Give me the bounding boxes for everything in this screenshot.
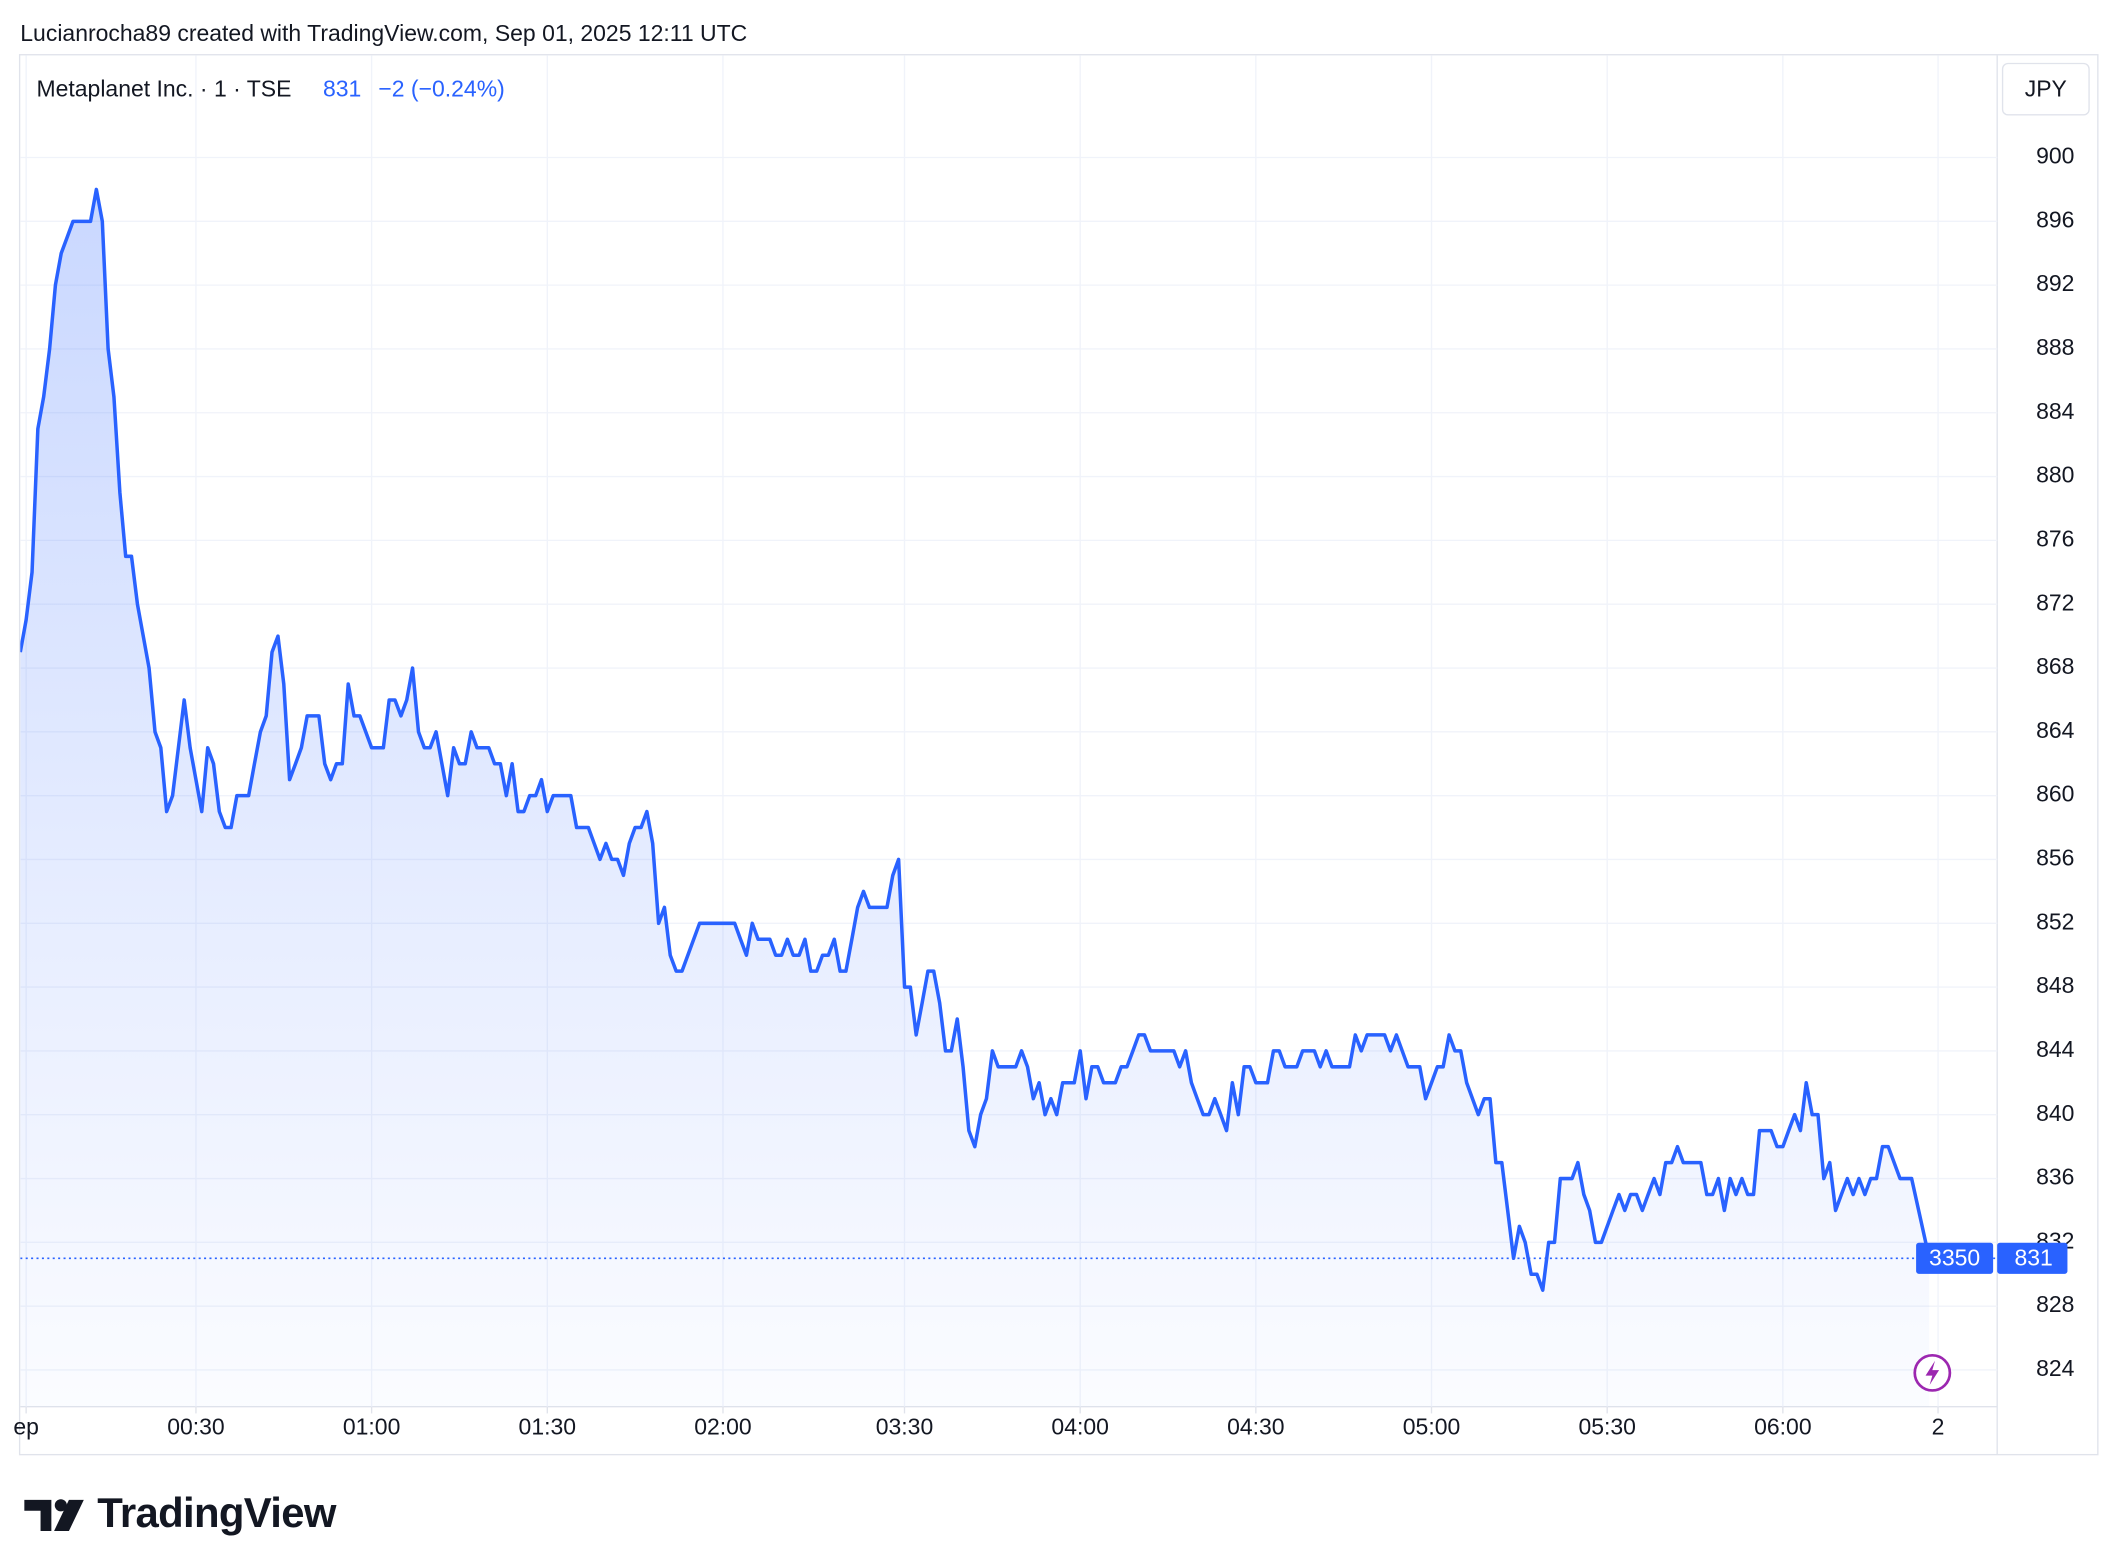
logo-slash (54, 1499, 84, 1531)
y-tick-label: 884 (2036, 398, 2075, 424)
logo-dot (54, 1499, 67, 1512)
plot (20, 187, 1998, 1407)
y-tick-label: 880 (2036, 462, 2074, 488)
logo-bar (24, 1499, 52, 1531)
x-tick-label: 02:00 (694, 1413, 751, 1439)
y-tick-label: 860 (2036, 781, 2074, 807)
change: −2 (−0.24%) (378, 76, 504, 102)
x-tick-label: 05:00 (1403, 1413, 1460, 1439)
legend: Metaplanet Inc. · 1 · TSE 831 −2 (−0.24%… (37, 76, 505, 102)
lightning-icon[interactable] (1913, 1353, 1952, 1392)
badges: 3350 831 (1916, 1242, 2068, 1274)
price-badge-box (1997, 1242, 2068, 1274)
y-tick-label: 888 (2036, 334, 2074, 360)
x-tick-label: 06:00 (1754, 1413, 1811, 1439)
brand: TradingView (97, 1489, 337, 1536)
x-tick-label: 01:00 (343, 1413, 400, 1439)
y-tick-label: 900 (2036, 143, 2074, 169)
volume-badge-box (1916, 1242, 1994, 1274)
x-tick-label: 2 (1932, 1413, 1945, 1439)
y-tick-label: 828 (2036, 1291, 2074, 1317)
x-tick-label: 04:30 (1227, 1413, 1284, 1439)
credit: Lucianrocha89 created with TradingView.c… (20, 20, 747, 46)
x-tick-label: 05:30 (1578, 1413, 1635, 1439)
y-tick-label: 872 (2036, 589, 2074, 615)
icon-bolt[interactable] (1925, 1360, 1940, 1386)
x-tick-label: ep (13, 1413, 39, 1439)
y-tick-label: 896 (2036, 206, 2074, 232)
x-tick-label: 01:30 (519, 1413, 576, 1439)
x-tick-label: 00:30 (167, 1413, 224, 1439)
y-tick-label: 852 (2036, 908, 2074, 934)
axes: 8248288328368408448488528568608648688728… (13, 143, 2074, 1440)
x-tick-label: 03:30 (876, 1413, 933, 1439)
currency-box[interactable] (2001, 62, 2090, 116)
y-tick-label: 892 (2036, 270, 2074, 296)
currency[interactable]: JPY (2025, 76, 2067, 102)
y-tick-label: 824 (2036, 1355, 2075, 1381)
last-price: 831 (323, 76, 361, 102)
symbol: Metaplanet Inc. · 1 · TSE (37, 76, 292, 102)
x-tick-label: 04:00 (1051, 1413, 1108, 1439)
y-tick-label: 836 (2036, 1164, 2074, 1190)
frame (18, 54, 2099, 1456)
y-tick-label: 848 (2036, 972, 2074, 998)
price-line (20, 187, 1931, 1292)
price-badge: 831 (2014, 1245, 2052, 1271)
y-tick-label: 844 (2036, 1036, 2075, 1062)
y-tick-label: 868 (2036, 653, 2074, 679)
area-fill (20, 189, 1930, 1407)
y-tick-label: 876 (2036, 525, 2074, 551)
y-tick-label: 856 (2036, 845, 2074, 871)
brand-logo: TradingView (24, 1489, 338, 1536)
y-tick-label: 840 (2036, 1100, 2074, 1126)
volume-badge: 3350 (1929, 1245, 1980, 1271)
y-tick-label: 864 (2036, 717, 2075, 743)
